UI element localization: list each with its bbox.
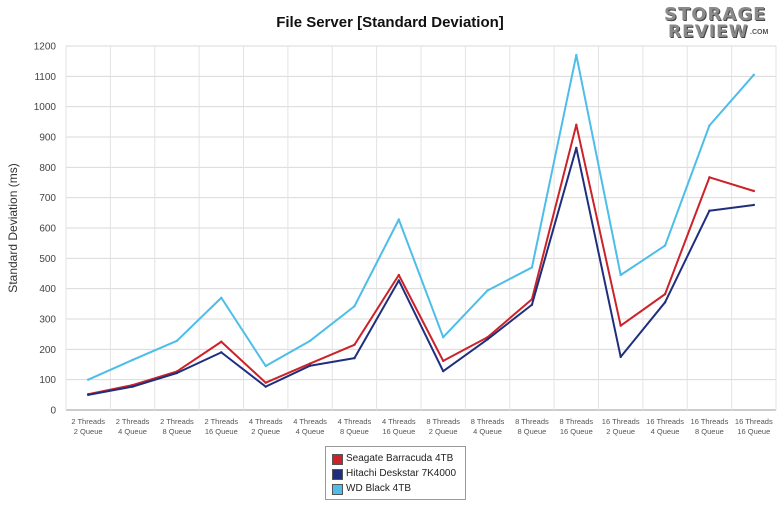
data-point xyxy=(397,279,401,282)
data-point xyxy=(353,356,356,360)
logo-line-1: STORAGE xyxy=(664,4,767,25)
data-point xyxy=(220,296,223,299)
x-tick-label: 2 Threads 4 Queue xyxy=(116,417,150,436)
data-point xyxy=(86,378,90,381)
chart-legend: Seagate Barracuda 4TB Hitachi Deskstar 7K… xyxy=(325,446,466,500)
data-point xyxy=(308,362,312,365)
data-point xyxy=(353,305,356,308)
data-point xyxy=(441,336,445,339)
x-tick-label: 8 Threads 2 Queue xyxy=(426,417,460,436)
x-tick-label: 4 Threads 8 Queue xyxy=(338,417,372,436)
data-point xyxy=(486,289,489,292)
data-point xyxy=(397,273,401,277)
series-line-1 xyxy=(88,146,754,396)
storagereview-logo: STORAGE REVIEW .COM xyxy=(664,4,776,44)
legend-swatch xyxy=(332,484,343,495)
y-tick-label: 400 xyxy=(39,284,56,295)
y-axis-title: Standard Deviation (ms) xyxy=(6,163,20,292)
data-point xyxy=(663,292,667,296)
data-point xyxy=(575,146,578,150)
data-point xyxy=(752,73,756,77)
data-point xyxy=(663,244,667,247)
y-tick-label: 700 xyxy=(39,193,56,204)
data-point xyxy=(220,340,223,343)
data-point xyxy=(575,123,578,127)
x-tick-label: 4 Threads 16 Queue xyxy=(382,417,416,436)
data-point xyxy=(708,176,711,179)
data-point xyxy=(131,358,134,362)
x-tick-label: 8 Threads 8 Queue xyxy=(515,417,549,436)
data-point xyxy=(264,364,267,368)
series-line-0 xyxy=(87,123,755,396)
data-point xyxy=(530,303,534,306)
chart-title: File Server [Standard Deviation] xyxy=(276,14,504,31)
series-line-2 xyxy=(87,54,755,381)
legend-swatch xyxy=(332,454,343,465)
x-tick-label: 4 Threads 4 Queue xyxy=(293,417,327,436)
y-tick-label: 0 xyxy=(50,406,56,417)
y-tick-label: 500 xyxy=(39,254,56,265)
data-point xyxy=(220,351,223,354)
y-tick-label: 800 xyxy=(39,163,56,174)
y-tick-label: 300 xyxy=(39,315,56,326)
data-point xyxy=(353,343,356,346)
y-tick-label: 900 xyxy=(39,133,56,144)
data-point xyxy=(264,381,267,384)
data-point xyxy=(708,209,711,212)
y-tick-label: 100 xyxy=(39,375,56,386)
x-tick-label: 8 Threads 16 Queue xyxy=(559,417,593,436)
x-tick-label: 16 Threads 16 Queue xyxy=(735,417,773,436)
x-tick-label: 4 Threads 2 Queue xyxy=(249,417,283,436)
y-tick-label: 600 xyxy=(39,224,56,235)
data-point xyxy=(619,273,622,277)
x-tick-label: 2 Threads 16 Queue xyxy=(204,417,238,436)
legend-label: Seagate Barracuda 4TB xyxy=(346,453,454,464)
data-point xyxy=(397,218,401,221)
y-tick-label: 200 xyxy=(39,345,56,356)
data-point xyxy=(530,266,534,269)
y-tick-label: 1200 xyxy=(34,42,57,53)
data-point xyxy=(619,324,622,327)
logo-line-2: REVIEW xyxy=(668,22,749,42)
data-point xyxy=(619,355,622,359)
legend-label: Hitachi Deskstar 7K4000 xyxy=(346,468,457,479)
data-point xyxy=(308,364,312,367)
x-tick-label: 16 Threads 8 Queue xyxy=(691,417,729,436)
y-tick-label: 1000 xyxy=(34,102,57,113)
legend-swatch xyxy=(332,469,343,480)
y-tick-label: 1100 xyxy=(34,72,56,83)
data-point xyxy=(308,339,312,343)
data-point xyxy=(663,301,667,304)
x-tick-label: 2 Threads 2 Queue xyxy=(71,417,105,436)
data-point xyxy=(175,371,179,375)
legend-label: WD Black 4TB xyxy=(346,483,412,494)
data-point xyxy=(708,124,711,127)
logo-line-3: .COM xyxy=(750,29,769,36)
x-tick-label: 2 Threads 8 Queue xyxy=(160,417,194,436)
data-point xyxy=(131,385,134,388)
x-tick-label: 16 Threads 4 Queue xyxy=(646,417,684,436)
x-tick-label: 16 Threads 2 Queue xyxy=(602,417,640,436)
line-chart: 0 100 200 300 400 500 600 700 800 900 1000 1100 1200… xyxy=(6,42,777,436)
x-tick-label: 8 Threads 4 Queue xyxy=(471,417,505,436)
data-point xyxy=(441,359,445,363)
data-point xyxy=(441,369,445,373)
data-point xyxy=(752,189,756,193)
data-point xyxy=(752,203,756,207)
data-point xyxy=(486,338,489,341)
data-point xyxy=(575,53,578,57)
data-point xyxy=(175,339,179,343)
data-point xyxy=(86,393,90,397)
data-point xyxy=(264,385,267,388)
